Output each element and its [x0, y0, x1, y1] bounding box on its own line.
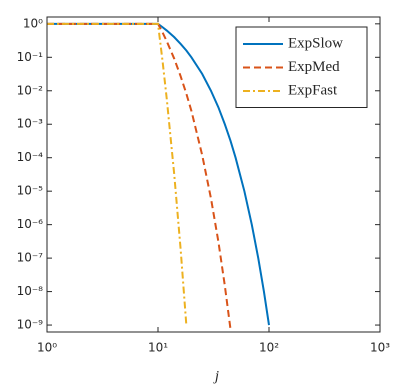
y-tick-label: 10⁻⁹: [17, 318, 44, 332]
x-tick-label: 10¹: [148, 341, 168, 355]
y-tick-label: 10⁻⁸: [17, 284, 44, 298]
series-line: [47, 22, 270, 326]
legend-label: ExpSlow: [288, 35, 343, 51]
x-tick-label: 10⁰: [37, 341, 57, 355]
x-tick-label: 10³: [370, 341, 390, 355]
x-axis-label: j: [213, 368, 219, 384]
axes-box: [46, 16, 381, 333]
x-tick-label: 10²: [259, 341, 279, 355]
y-tick-label: 10⁻³: [17, 117, 44, 131]
legend-label: ExpMed: [288, 59, 340, 75]
legend-label: ExpFast: [288, 82, 338, 98]
y-tick-label: 10⁻⁴: [17, 150, 44, 164]
y-tick-label: 10⁻¹: [17, 50, 44, 64]
y-tick-label: 10⁰: [23, 16, 43, 30]
series-line: [47, 22, 188, 326]
y-tick-label: 10⁻⁶: [17, 217, 44, 231]
y-tick-label: 10⁻²: [17, 83, 44, 97]
y-tick-label: 10⁻⁵: [17, 184, 44, 198]
y-tick-label: 10⁻⁷: [17, 251, 44, 265]
